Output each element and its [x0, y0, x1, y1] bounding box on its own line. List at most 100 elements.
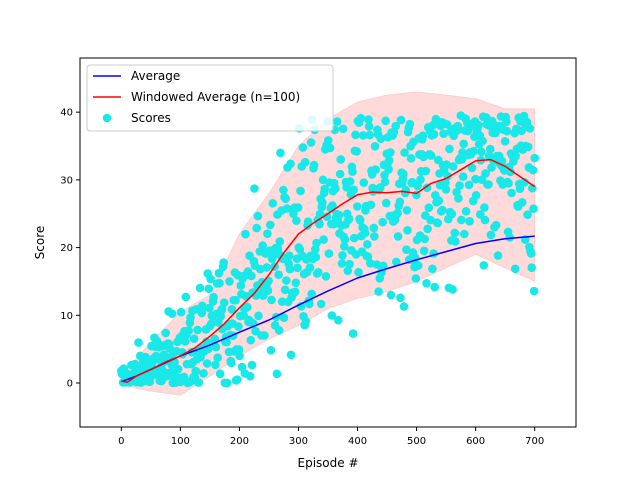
score-point — [430, 282, 440, 292]
score-point — [486, 230, 496, 240]
score-point — [506, 167, 515, 177]
score-point — [173, 364, 183, 374]
score-point — [480, 203, 489, 212]
score-point — [236, 281, 246, 290]
score-point — [396, 293, 405, 303]
x-tick-label: 400 — [348, 436, 367, 447]
score-point — [517, 198, 527, 207]
score-point — [245, 371, 255, 381]
score-point — [176, 307, 186, 317]
score-point — [348, 167, 357, 176]
score-point — [286, 350, 296, 360]
score-point — [381, 116, 391, 126]
score-point — [285, 251, 294, 261]
score-point — [184, 326, 193, 336]
score-point — [511, 151, 520, 161]
score-point — [386, 148, 395, 157]
score-point — [264, 276, 273, 286]
score-point — [186, 313, 195, 322]
score-point — [247, 360, 257, 370]
score-point — [260, 331, 269, 340]
score-point — [202, 337, 211, 346]
legend-swatch-marker — [102, 113, 112, 123]
score-point — [255, 264, 265, 274]
score-point — [262, 263, 272, 272]
score-point — [453, 121, 463, 131]
score-point — [309, 160, 319, 170]
score-point — [305, 263, 315, 272]
score-point — [369, 223, 379, 233]
score-point — [360, 228, 370, 238]
score-point — [474, 120, 483, 130]
score-point — [191, 366, 201, 376]
score-point — [241, 229, 250, 239]
score-point — [217, 304, 227, 314]
score-point — [205, 303, 214, 313]
score-point — [267, 295, 276, 305]
score-point — [293, 203, 303, 212]
score-point — [199, 369, 208, 378]
score-point — [195, 283, 205, 293]
score-point — [426, 151, 436, 160]
score-point — [252, 223, 261, 233]
score-point — [365, 130, 375, 140]
score-point — [386, 290, 396, 300]
score-point — [340, 235, 350, 244]
score-point — [231, 295, 240, 305]
score-point — [442, 120, 452, 129]
score-point — [266, 346, 276, 355]
score-point — [243, 302, 252, 312]
score-point — [291, 278, 301, 288]
x-axis: 0 100 200 300 400 500 600 700 — [118, 427, 544, 447]
score-point — [372, 260, 382, 269]
legend-box — [86, 64, 334, 132]
score-point — [464, 180, 474, 190]
score-point — [206, 274, 215, 284]
scores-scatter — [117, 111, 539, 388]
score-point — [480, 215, 490, 225]
score-point — [523, 210, 532, 219]
x-tick-label: 700 — [525, 436, 544, 447]
score-point — [206, 319, 216, 329]
score-point — [438, 205, 447, 215]
score-point — [460, 229, 469, 239]
score-point — [313, 268, 323, 277]
score-point — [340, 242, 349, 251]
score-point — [381, 198, 391, 208]
score-point — [505, 233, 515, 242]
y-tick-label: 20 — [60, 243, 73, 254]
score-point — [477, 147, 486, 157]
score-point — [353, 202, 362, 211]
score-point — [502, 117, 511, 127]
score-point — [286, 159, 295, 169]
score-point — [315, 219, 324, 229]
score-point — [282, 276, 291, 285]
score-point — [227, 358, 236, 368]
score-point — [338, 124, 348, 134]
score-point — [428, 264, 437, 274]
score-point — [393, 232, 403, 241]
average-lines — [121, 158, 536, 384]
score-point — [400, 148, 409, 157]
score-point — [213, 353, 222, 363]
score-point — [370, 232, 379, 241]
score-point — [328, 201, 337, 210]
x-tick-label: 300 — [289, 436, 308, 447]
score-point — [467, 163, 477, 173]
score-point — [515, 184, 525, 193]
score-point — [476, 210, 485, 219]
legend-label: Windowed Average (n=100) — [131, 90, 300, 104]
score-point — [378, 217, 388, 227]
score-point — [469, 146, 479, 156]
score-point — [237, 362, 247, 372]
score-point — [486, 144, 495, 154]
score-point — [413, 261, 423, 270]
score-point — [344, 214, 354, 224]
score-point — [324, 136, 333, 145]
score-point — [214, 268, 224, 278]
score-point — [318, 198, 327, 207]
score-point — [420, 234, 430, 244]
score-point — [303, 217, 313, 226]
score-point — [500, 137, 510, 146]
score-point — [399, 169, 408, 179]
